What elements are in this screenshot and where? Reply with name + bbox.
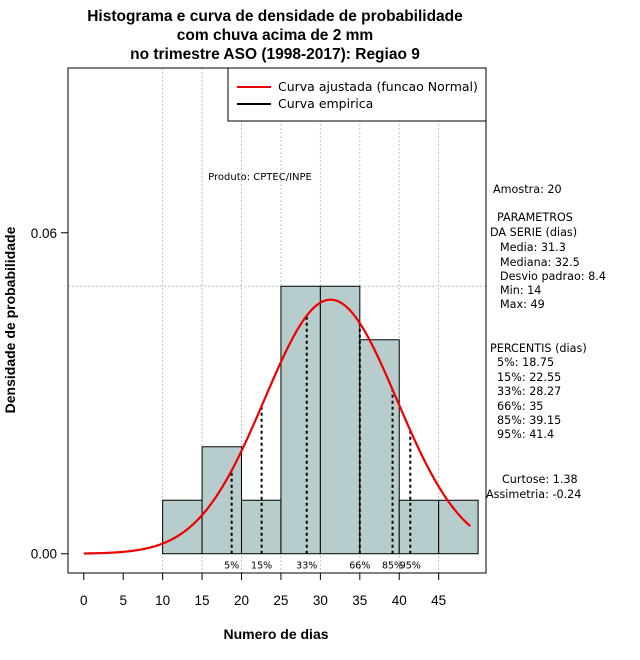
percentile-label: 95% [400, 561, 421, 572]
percentile-label: 85% [382, 561, 403, 572]
stat-sample: Amostra: 20 [493, 183, 562, 196]
x-tick-label: 45 [431, 593, 446, 608]
histogram-bar [162, 499, 203, 555]
stat-skewness: Assimetria: -0.24 [486, 488, 581, 501]
percentile-label: 33% [296, 561, 317, 572]
chart-title-line-2: com chuva acima de 2 mm [177, 27, 373, 44]
legend-label-fitted: Curva ajustada (funcao Normal) [278, 79, 478, 94]
stat-p85: 85%: 39.15 [497, 414, 561, 427]
stat-p66: 66%: 35 [497, 400, 543, 413]
histogram-bar [319, 285, 361, 555]
legend-box [227, 67, 487, 122]
fitted-normal-curve [83, 298, 471, 555]
stat-median: Mediana: 32.5 [500, 256, 580, 269]
percentile-label: 5% [224, 561, 239, 572]
y-tick-label: 0.00 [31, 547, 57, 562]
stat-max: Max: 49 [500, 298, 545, 311]
x-tick-label: 25 [273, 593, 288, 608]
x-tick-label: 35 [352, 593, 367, 608]
x-tick-label: 10 [155, 593, 170, 608]
stat-p15: 15%: 22.55 [497, 371, 561, 384]
plot-frame [67, 67, 487, 574]
x-tick-label: 20 [234, 593, 249, 608]
stat-params-heading-2: DA SERIE (dias) [490, 226, 577, 239]
histogram-bar [438, 499, 479, 555]
stat-p95: 95%: 41.4 [497, 428, 554, 441]
stat-p5: 5%: 18.75 [497, 356, 554, 369]
chart-title-line-3: no trimestre ASO (1998-2017): Regiao 9 [130, 46, 420, 63]
x-tick-label: 0 [80, 593, 88, 608]
x-tick-label: 5 [119, 593, 127, 608]
legend: Curva ajustada (funcao Normal) Curva emp… [227, 67, 487, 122]
chart-title-line-1: Histograma e curva de densidade de proba… [87, 8, 463, 25]
x-axis-title: Numero de dias [223, 626, 328, 642]
x-tick-label: 15 [195, 593, 210, 608]
histogram-bar [280, 285, 321, 555]
x-tick-label: 30 [313, 593, 328, 608]
stat-kurtosis: Curtose: 1.38 [502, 473, 578, 486]
stats-panel: Amostra: 20 PARAMETROS DA SERIE (dias) M… [486, 183, 606, 501]
stat-min: Min: 14 [500, 284, 541, 297]
product-annotation: Produto: CPTEC/INPE [208, 172, 312, 183]
histogram-bar [398, 499, 440, 555]
legend-label-empirical: Curva empirica [278, 96, 373, 111]
stat-params-heading: PARAMETROS [497, 211, 573, 224]
percentile-label: 15% [251, 561, 272, 572]
x-tick-label: 40 [392, 593, 407, 608]
stat-mean: Media: 31.3 [500, 241, 566, 254]
stat-sd: Desvio padrao: 8.4 [500, 270, 606, 283]
y-tick-label: 0.06 [31, 226, 57, 241]
y-axis-title: Densidade de probabilidade [2, 226, 18, 413]
stat-p33: 33%: 28.27 [497, 385, 561, 398]
percentile-label: 66% [349, 561, 370, 572]
histogram-bar [359, 339, 400, 555]
stat-percentiles-heading: PERCENTIS (dias) [490, 342, 587, 355]
